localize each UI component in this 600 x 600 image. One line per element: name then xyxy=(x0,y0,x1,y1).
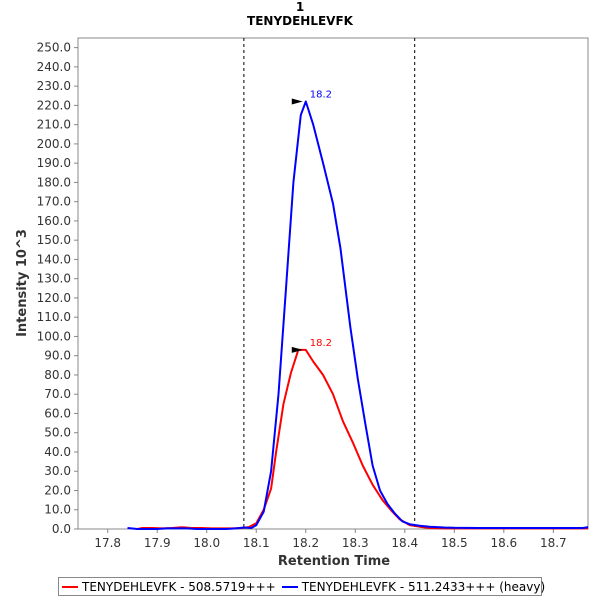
y-tick-label: 120.0 xyxy=(37,291,71,305)
series-line-heavy xyxy=(127,100,589,530)
x-axis: 17.8 17.9 18.0 18.1 18.2 18.3 18.4 18.5 18.6 18.7 xyxy=(94,529,567,550)
y-tick-label: 50.0 xyxy=(44,426,71,440)
y-tick-label: 220.0 xyxy=(37,98,71,112)
x-tick-label: 18.7 xyxy=(540,536,567,550)
chart-subtitle: TENYDEHLEVFK xyxy=(247,14,354,28)
y-tick-label: 70.0 xyxy=(44,387,71,401)
legend-swatch-heavy xyxy=(281,585,298,588)
legend: TENYDEHLEVFK - 508.5719+++ TENYDEHLEVFK … xyxy=(58,577,546,596)
y-tick-label: 250.0 xyxy=(37,41,71,55)
peak-marker xyxy=(291,98,303,105)
integration-bounds xyxy=(243,38,416,529)
y-tick-label: 130.0 xyxy=(37,272,71,286)
chart-title: 1 xyxy=(296,0,304,14)
y-tick-label: 200.0 xyxy=(37,137,71,151)
y-axis: 0.0 10.0 20.0 30.0 40.0 50.0 60.0 70.0 80.0 90.0 1… xyxy=(37,41,78,536)
y-tick-label: 100.0 xyxy=(37,329,71,343)
y-tick-label: 230.0 xyxy=(37,79,71,93)
y-tick-label: 0.0 xyxy=(52,522,71,536)
x-tick-label: 18.0 xyxy=(193,536,220,550)
x-axis-label: Retention Time xyxy=(278,554,390,569)
y-tick-label: 180.0 xyxy=(37,175,71,189)
y-tick-label: 210.0 xyxy=(37,118,71,132)
y-axis-label: Intensity 10^3 xyxy=(15,229,30,337)
legend-label-heavy: TENYDEHLEVFK - 511.2433+++ (heavy) xyxy=(301,579,546,594)
y-tick-label: 240.0 xyxy=(37,60,71,74)
y-tick-label: 10.0 xyxy=(44,503,71,517)
legend-item-light: TENYDEHLEVFK - 508.5719+++ xyxy=(62,580,276,594)
x-tick-label: 18.2 xyxy=(292,536,319,550)
y-tick-label: 30.0 xyxy=(44,464,71,478)
y-tick-label: 170.0 xyxy=(37,195,71,209)
y-tick-label: 60.0 xyxy=(44,406,71,420)
y-tick-label: 190.0 xyxy=(37,156,71,170)
y-tick-label: 40.0 xyxy=(44,445,71,459)
x-tick-label: 17.9 xyxy=(144,536,171,550)
peak-label: 18.2 xyxy=(310,338,332,349)
legend-label-light: TENYDEHLEVFK - 508.5719+++ xyxy=(82,579,276,594)
y-tick-label: 80.0 xyxy=(44,368,71,382)
y-tick-label: 90.0 xyxy=(44,349,71,363)
x-tick-label: 18.3 xyxy=(342,536,369,550)
y-tick-label: 110.0 xyxy=(37,310,71,324)
y-tick-label: 160.0 xyxy=(37,214,71,228)
y-tick-label: 20.0 xyxy=(44,483,71,497)
x-tick-label: 18.4 xyxy=(391,536,418,550)
x-tick-label: 18.6 xyxy=(490,536,517,550)
plot-area xyxy=(77,37,589,530)
peak-label: 18.2 xyxy=(310,90,332,101)
y-tick-label: 140.0 xyxy=(37,252,71,266)
x-tick-label: 17.8 xyxy=(94,536,121,550)
series-lines xyxy=(127,100,589,530)
y-tick-label: 150.0 xyxy=(37,233,71,247)
x-tick-label: 18.1 xyxy=(243,536,270,550)
legend-swatch-light xyxy=(62,585,78,588)
peak-markers: 18.2 18.2 xyxy=(291,90,332,353)
legend-item-heavy: TENYDEHLEVFK - 511.2433+++ (heavy) xyxy=(281,579,546,594)
peak-marker xyxy=(291,346,303,353)
x-tick-label: 18.5 xyxy=(441,536,468,550)
